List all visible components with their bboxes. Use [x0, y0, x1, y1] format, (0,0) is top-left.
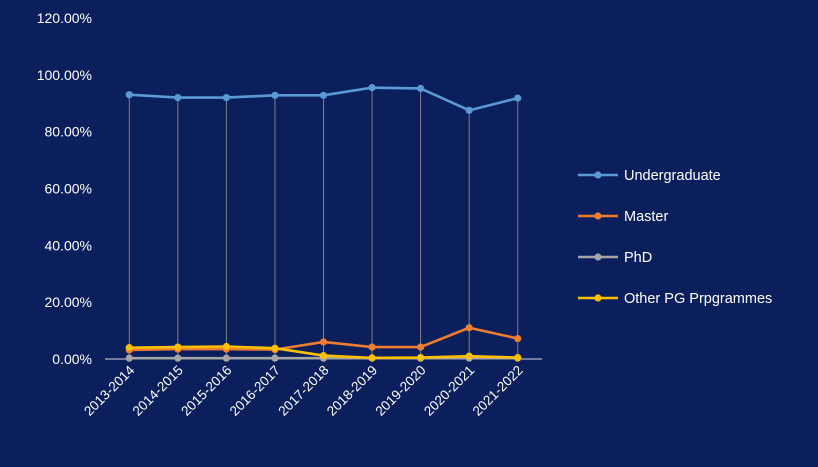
data-point — [222, 93, 230, 102]
legend-swatch-marker — [594, 212, 602, 220]
x-tick-label: 2015-2016 — [178, 363, 234, 419]
x-tick-label: 2020-2021 — [421, 363, 477, 419]
data-point — [271, 91, 279, 99]
x-tick-label: 2018-2019 — [324, 363, 380, 419]
data-point — [271, 344, 279, 352]
legend-swatch-marker — [594, 253, 602, 261]
series-lines — [125, 84, 522, 362]
y-tick-label: 120.00% — [37, 10, 92, 26]
legend-label: Other PG Prpgrammes — [624, 291, 772, 307]
data-point — [125, 344, 133, 352]
data-point — [222, 342, 230, 351]
data-point — [319, 338, 328, 346]
y-tick-label: 20.00% — [45, 294, 92, 310]
x-tick-label: 2016-2017 — [227, 363, 283, 419]
data-point — [319, 91, 328, 99]
data-point — [319, 351, 328, 360]
y-tick-label: 80.00% — [45, 124, 92, 140]
x-tick-label: 2019-2020 — [372, 363, 428, 419]
y-tick-label: 60.00% — [45, 181, 92, 197]
data-point — [174, 343, 182, 351]
data-point — [368, 84, 376, 92]
data-point — [125, 354, 133, 362]
legend-swatch-marker — [594, 294, 602, 302]
data-point — [174, 354, 182, 362]
data-point — [514, 353, 522, 362]
data-point — [174, 93, 182, 102]
y-tick-label: 100.00% — [37, 67, 92, 83]
data-point — [368, 354, 376, 362]
x-tick-label: 2021-2022 — [470, 363, 526, 419]
data-point — [465, 324, 473, 332]
drop-lines — [128, 87, 519, 359]
data-point — [417, 84, 425, 93]
legend-label: Undergraduate — [624, 168, 721, 184]
x-tick-label: 2013-2014 — [81, 362, 138, 419]
y-tick-label: 40.00% — [45, 237, 92, 253]
x-axis-ticks: 2013-20142014-20152015-20162016-20172017… — [81, 362, 526, 419]
data-point — [465, 352, 473, 360]
y-tick-label: 0.00% — [52, 351, 92, 367]
x-tick-label: 2014-2015 — [130, 363, 186, 419]
data-point — [222, 354, 230, 362]
data-point — [465, 106, 473, 114]
legend-label: Master — [624, 209, 668, 225]
x-tick-label: 2017-2018 — [275, 363, 331, 419]
data-point — [368, 343, 376, 351]
data-point — [271, 354, 279, 362]
legend: Undergraduate Master PhD Other PG Prpgramme… — [578, 168, 772, 307]
data-point — [514, 94, 522, 102]
data-point — [125, 91, 133, 99]
legend-swatch-marker — [594, 171, 602, 179]
legend-label: PhD — [624, 250, 652, 266]
data-point — [514, 334, 522, 343]
data-point — [417, 343, 425, 351]
y-axis-ticks: 0.00% 20.00% 40.00% 60.00% 80.00% 100.00% 120.… — [37, 10, 92, 367]
data-point — [417, 353, 425, 362]
